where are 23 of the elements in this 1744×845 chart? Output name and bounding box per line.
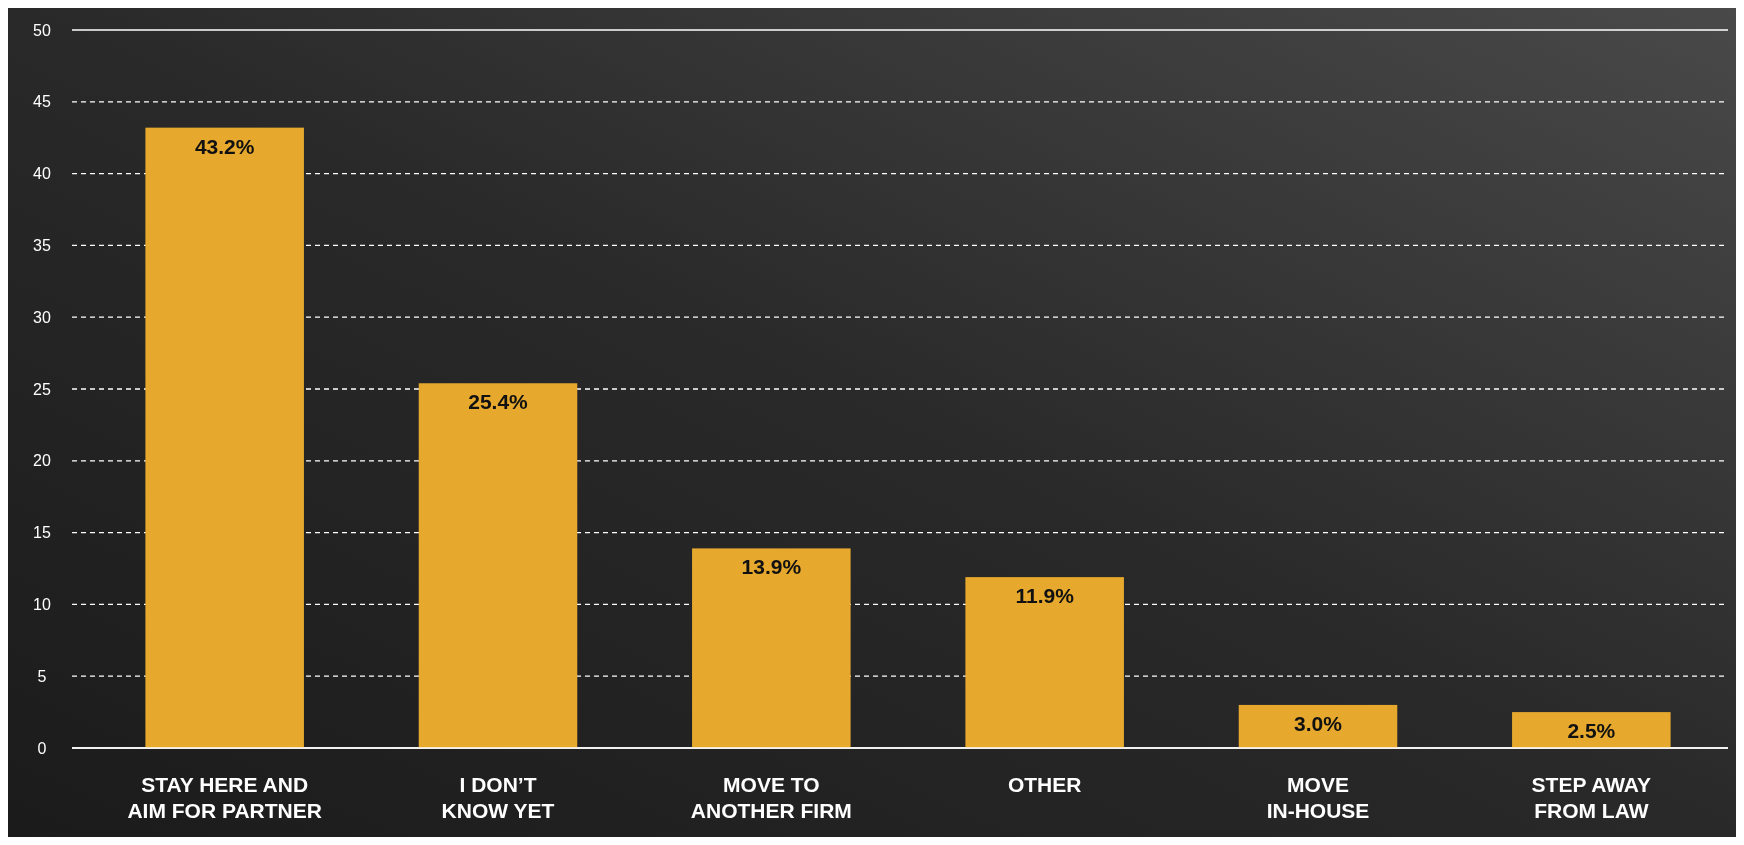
data-label: 13.9% (741, 555, 802, 579)
y-tick-label: 50 (33, 21, 51, 39)
data-label: 2.5% (1567, 719, 1616, 743)
x-tick-label: STAY HERE AND AIM FOR PARTNER (127, 773, 322, 822)
y-tick-label: 40 (33, 165, 51, 183)
y-tick-label: 30 (33, 308, 51, 326)
y-tick-label: 35 (33, 237, 51, 254)
x-tick-label: MOVE IN-HOUSE (1266, 773, 1370, 822)
data-label: 3.0% (1294, 711, 1343, 735)
data-label: 25.4% (468, 390, 529, 414)
y-tick-label: 25 (33, 380, 51, 398)
y-tick-label: 10 (33, 596, 51, 613)
x-tick-label: I DON’T KNOW YET (441, 773, 555, 822)
x-tick-label: OTHER (1007, 773, 1082, 796)
y-tick-label: 20 (33, 452, 51, 470)
x-tick-label: MOVE TO ANOTHER FIRM (690, 773, 852, 822)
x-tick-label: STEP AWAY FROM LAW (1531, 773, 1652, 822)
data-label: 11.9% (1015, 584, 1075, 608)
data-label: 43.2% (194, 134, 255, 158)
y-tick-label: 15 (33, 524, 51, 542)
y-tick-label: 5 (37, 667, 47, 685)
y-tick-label: 0 (37, 739, 47, 757)
y-tick-label: 45 (33, 93, 51, 111)
